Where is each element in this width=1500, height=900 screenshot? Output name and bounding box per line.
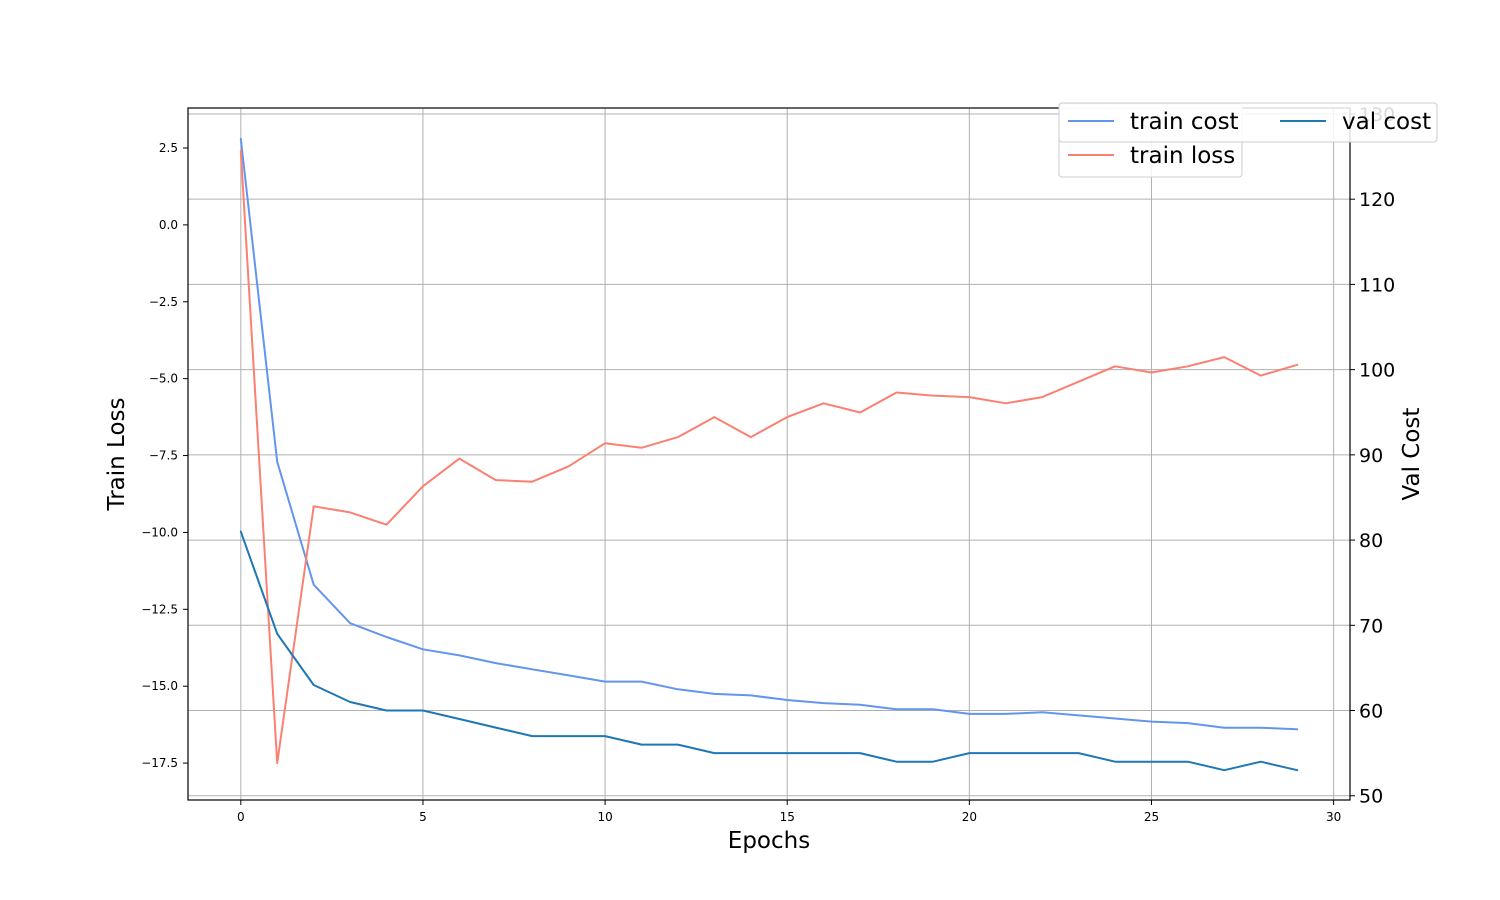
x-tick-label: 25 — [1144, 810, 1159, 824]
y-axis-right: 1301201101009080706050 — [1350, 104, 1395, 808]
x-axis-label: Epochs — [728, 828, 810, 854]
y-right-tick-label: 50 — [1359, 786, 1383, 808]
y-right-tick-label: 70 — [1359, 615, 1383, 637]
y-right-tick-label: 110 — [1359, 274, 1395, 296]
y-right-tick-label: 100 — [1359, 360, 1395, 382]
y-axis-right-label: Val Cost — [1399, 408, 1425, 501]
legend-label-train-cost-2: train cost — [1130, 109, 1239, 135]
series-layer — [239, 137, 1299, 772]
y-right-tick-label: 120 — [1359, 189, 1395, 211]
grid — [188, 108, 1350, 800]
x-tick-label: 30 — [1326, 810, 1341, 824]
y-left-tick-label: −5.0 — [149, 372, 178, 386]
y-left-tick-label: −2.5 — [149, 295, 178, 309]
y-right-tick-label: 60 — [1359, 701, 1383, 723]
y-left-tick-label: −12.5 — [141, 602, 178, 616]
y-left-tick-label: −10.0 — [141, 525, 178, 539]
series-line-train-cost — [239, 137, 1299, 731]
y-right-tick-label: 90 — [1359, 445, 1383, 467]
y-axis-left-label: Train Loss — [104, 398, 130, 512]
y-axis-left: 2.5 0.0 −2.5 −5.0 −7.5 −10.0 −12.5 −15.0 −17.5 — [141, 141, 188, 770]
x-tick-label: 0 — [237, 810, 245, 824]
y-left-tick-label: −17.5 — [141, 756, 178, 770]
series-line-train-loss — [239, 150, 1299, 765]
plot-area-frame — [187, 107, 1351, 801]
x-tick-label: 15 — [780, 810, 795, 824]
x-tick-label: 5 — [419, 810, 427, 824]
series-line-val-cost — [239, 530, 1299, 772]
legend-right-frame — [1058, 102, 1438, 143]
legend-label-val-cost: val cost — [1342, 109, 1431, 135]
y-left-tick-label: 0.0 — [159, 218, 178, 232]
y-left-tick-label: 2.5 — [159, 141, 178, 155]
y-left-tick-label: −7.5 — [149, 449, 178, 463]
legend-right: train cost val cost — [1058, 102, 1438, 143]
x-tick-label: 10 — [597, 810, 612, 824]
x-axis: 0 5 10 15 20 25 30 — [237, 800, 1341, 824]
legend-label-train-loss: train loss — [1130, 143, 1235, 169]
y-right-tick-label: 80 — [1359, 530, 1383, 552]
y-left-tick-label: −15.0 — [141, 679, 178, 693]
x-tick-label: 20 — [962, 810, 977, 824]
